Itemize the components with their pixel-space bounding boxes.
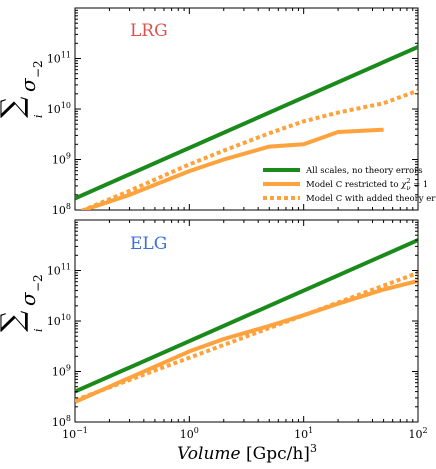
legend: All scales, no theory errors Model C res… [263,166,436,204]
ylabel-sub-elg: i [32,328,45,332]
panel-label-elg: ELG [130,234,167,254]
y-tick-label: 1010 [47,101,71,116]
ylabel-sum-elg: ∑ [0,310,30,332]
panel-elg: 108 109 1010 1011 10−1 100 101 102 ELG ∑ σ i −… [0,219,428,441]
series-line-elg-0 [75,238,418,394]
x-tick-label: 101 [294,426,313,441]
x-tick-label: 102 [408,426,427,441]
y-tick-label: 109 [52,364,71,379]
x-tick-label: 10−1 [62,426,88,441]
y-tick-label: 108 [52,202,71,217]
ylabel-sigma-lrg: σ [16,77,40,92]
y-tick-label: 108 [52,414,71,429]
series-line-elg-1 [75,279,418,404]
ylabel-lrg: ∑ σ i −2 [0,60,45,118]
panel-label-lrg: LRG [130,21,168,41]
x-tick-label: 100 [180,426,199,441]
panel-lrg: 108 109 1010 1011 LRG All scales, no theory… [0,7,436,217]
ylabel-sup-lrg: −2 [31,60,45,78]
legend-label-model-c-restricted: Model C restricted to χ2 ν = 1 [306,177,428,192]
series-line-lrg-1 [83,127,384,210]
y-tick-label: 1011 [47,263,71,278]
series-line-lrg-2 [78,88,418,210]
ylabel-sup-elg: −2 [31,274,45,292]
y-tick-label: 1011 [47,51,71,66]
series-line-elg-2 [75,270,418,403]
panel-elg-frame [74,219,419,423]
ylabel-elg: ∑ σ i −2 [0,274,45,332]
ylabel-sub-lrg: i [32,114,45,118]
y-tick-label: 1010 [47,313,71,328]
legend-label-model-c-theory: Model C with added theory errors [306,194,436,204]
y-tick-label: 109 [52,152,71,167]
ylabel-sigma-elg: σ [16,291,40,306]
xlabel: Volume [Gpc/h]3 [177,442,317,464]
series-line-lrg-0 [75,45,418,201]
ylabel-sum-lrg: ∑ [0,96,30,118]
legend-label-all-scales: All scales, no theory errors [305,166,423,176]
